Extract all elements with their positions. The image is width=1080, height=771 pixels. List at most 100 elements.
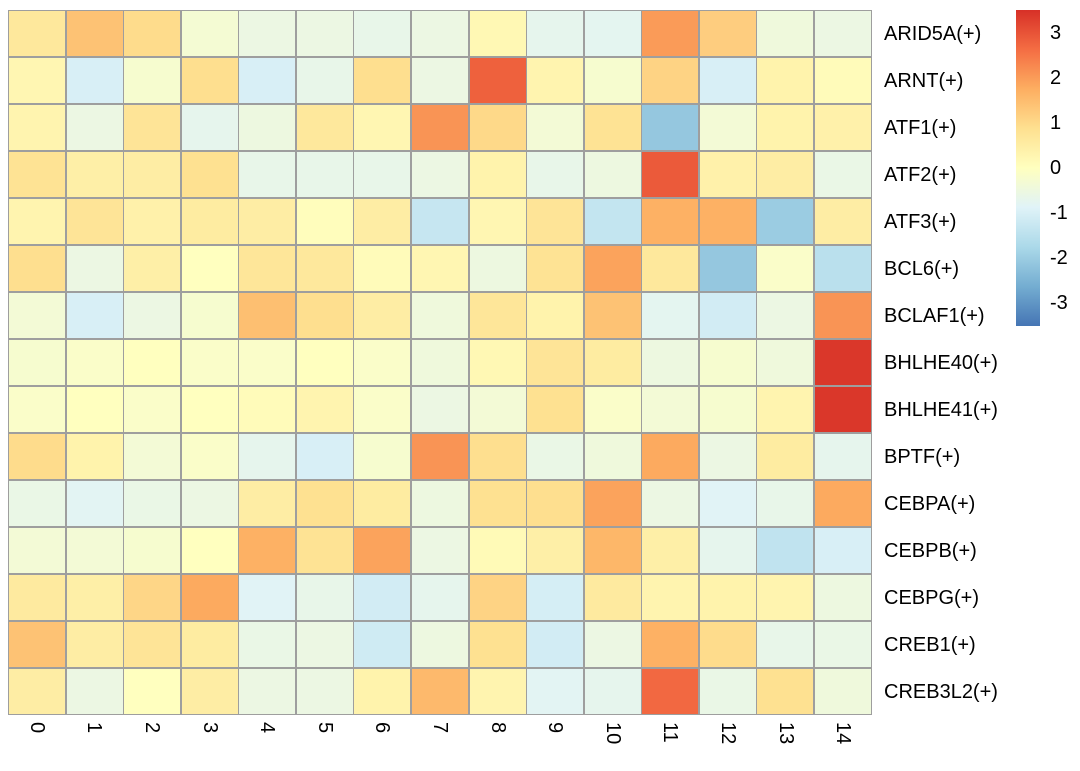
heatmap-cell-r7-c6 <box>354 339 411 386</box>
row-label-bhlhe40: BHLHE40(+) <box>884 351 998 374</box>
heatmap-cell-r1-c4 <box>239 57 296 104</box>
row-label-bhlhe41: BHLHE41(+) <box>884 398 998 421</box>
heatmap-cell-r9-c14 <box>814 433 871 480</box>
col-label-9: 9 <box>544 722 567 734</box>
heatmap-cell-r7-c7 <box>411 339 469 386</box>
heatmap-cell-r12-c9 <box>527 574 584 621</box>
heatmap-cell-r0-c6 <box>354 11 411 57</box>
heatmap-cell-r10-c11 <box>642 480 699 527</box>
heatmap-cell-r10-c12 <box>699 480 756 527</box>
heatmap-cell-r2-c1 <box>66 104 123 151</box>
heatmap-cell-r14-c10 <box>584 668 641 714</box>
heatmap-cell-r0-c7 <box>411 11 469 57</box>
heatmap-cell-r2-c10 <box>584 104 641 151</box>
heatmap-cell-r12-c2 <box>124 574 181 621</box>
heatmap-cell-r6-c3 <box>181 292 238 339</box>
heatmap-cell-r11-c12 <box>699 527 756 574</box>
row-label-atf1: ATF1(+) <box>884 116 957 139</box>
heatmap-cell-r13-c14 <box>814 621 871 668</box>
col-label-7: 7 <box>429 722 451 734</box>
heatmap-cell-r2-c8 <box>469 104 526 151</box>
heatmap-cell-r5-c0 <box>9 245 66 292</box>
heatmap-cell-r1-c3 <box>181 57 238 104</box>
heatmap-cell-r2-c13 <box>757 104 814 151</box>
col-label-4: 4 <box>256 722 279 734</box>
row-label-creb1: CREB1(+) <box>884 633 976 656</box>
heatmap-cell-r5-c12 <box>699 245 756 292</box>
heatmap-cell-r1-c13 <box>757 57 814 104</box>
heatmap-cell-r10-c6 <box>354 480 411 527</box>
heatmap-cell-r11-c7 <box>411 527 469 574</box>
heatmap-cell-r6-c5 <box>296 292 353 339</box>
heatmap-cell-r8-c4 <box>239 386 296 433</box>
heatmap-cell-r1-c14 <box>814 57 871 104</box>
row-label-creb3l2: CREB3L2(+) <box>884 680 998 703</box>
heatmap-cell-r1-c5 <box>296 57 353 104</box>
heatmap-cell-r14-c0 <box>9 668 66 714</box>
heatmap-cell-r14-c1 <box>66 668 123 714</box>
heatmap-cell-r5-c5 <box>296 245 353 292</box>
heatmap-cell-r12-c7 <box>411 574 469 621</box>
heatmap-cell-r0-c4 <box>239 11 296 57</box>
heatmap-cell-r9-c8 <box>469 433 526 480</box>
heatmap-cell-r9-c4 <box>239 433 296 480</box>
heatmap-cell-r10-c10 <box>584 480 641 527</box>
heatmap-cell-r13-c10 <box>584 621 641 668</box>
heatmap-cell-r4-c12 <box>699 198 756 245</box>
heatmap-cell-r1-c10 <box>584 57 641 104</box>
heatmap-cell-r11-c6 <box>354 527 411 574</box>
heatmap-cell-r2-c7 <box>411 104 469 151</box>
row-label-cebpa: CEBPA(+) <box>884 492 976 515</box>
heatmap-cell-r4-c6 <box>354 198 411 245</box>
col-label-12: 12 <box>717 722 739 745</box>
row-label-arid5a: ARID5A(+) <box>884 22 982 45</box>
heatmap-cell-r5-c2 <box>124 245 181 292</box>
heatmap-cell-r6-c0 <box>9 292 66 339</box>
heatmap-cell-r11-c13 <box>757 527 814 574</box>
heatmap-cell-r6-c6 <box>354 292 411 339</box>
heatmap-cell-r7-c11 <box>642 339 699 386</box>
heatmap-cell-r12-c14 <box>814 574 871 621</box>
heatmap-cell-r2-c4 <box>239 104 296 151</box>
heatmap-cell-r3-c12 <box>699 151 756 198</box>
row-label-bcl6: BCL6(+) <box>884 257 960 280</box>
heatmap-cell-r7-c10 <box>584 339 641 386</box>
row-label-bclaf1: BCLAF1(+) <box>884 304 985 327</box>
heatmap-cell-r13-c0 <box>9 621 66 668</box>
heatmap-cell-r10-c0 <box>9 480 66 527</box>
heatmap-cell-r7-c0 <box>9 339 66 386</box>
heatmap-cell-r4-c11 <box>642 198 699 245</box>
colorbar-tick--2: -2 <box>1050 247 1068 270</box>
row-label-cebpg: CEBPG(+) <box>884 586 980 609</box>
heatmap-cell-r9-c6 <box>354 433 411 480</box>
heatmap-cell-r7-c12 <box>699 339 756 386</box>
col-label-14: 14 <box>832 722 855 745</box>
heatmap-cell-r7-c13 <box>757 339 814 386</box>
heatmap-cell-r3-c7 <box>411 151 469 198</box>
heatmap-cell-r3-c14 <box>814 151 871 198</box>
heatmap-cell-r6-c2 <box>124 292 181 339</box>
heatmap-cell-r10-c4 <box>239 480 296 527</box>
colorbar-tick-0: 0 <box>1050 157 1062 179</box>
heatmap-cell-r12-c13 <box>757 574 814 621</box>
heatmap-cell-r11-c11 <box>642 527 699 574</box>
heatmap-cell-r8-c7 <box>411 386 469 433</box>
heatmap-grid <box>8 10 872 715</box>
heatmap-cell-r10-c7 <box>411 480 469 527</box>
heatmap-cell-r3-c4 <box>239 151 296 198</box>
col-label-5: 5 <box>313 722 336 734</box>
heatmap-cell-r1-c1 <box>66 57 123 104</box>
heatmap-cell-r12-c1 <box>66 574 123 621</box>
heatmap-cell-r3-c2 <box>124 151 181 198</box>
heatmap-cell-r13-c11 <box>642 621 699 668</box>
heatmap-cell-r8-c5 <box>296 386 353 433</box>
heatmap-cell-r3-c9 <box>527 151 584 198</box>
heatmap-cell-r5-c9 <box>527 245 584 292</box>
heatmap-cell-r8-c12 <box>699 386 756 433</box>
heatmap-cell-r7-c2 <box>124 339 181 386</box>
heatmap-cell-r7-c1 <box>66 339 123 386</box>
heatmap-cell-r3-c11 <box>642 151 699 198</box>
col-label-6: 6 <box>371 722 394 734</box>
heatmap-cell-r4-c3 <box>181 198 238 245</box>
heatmap-cell-r2-c14 <box>814 104 871 151</box>
